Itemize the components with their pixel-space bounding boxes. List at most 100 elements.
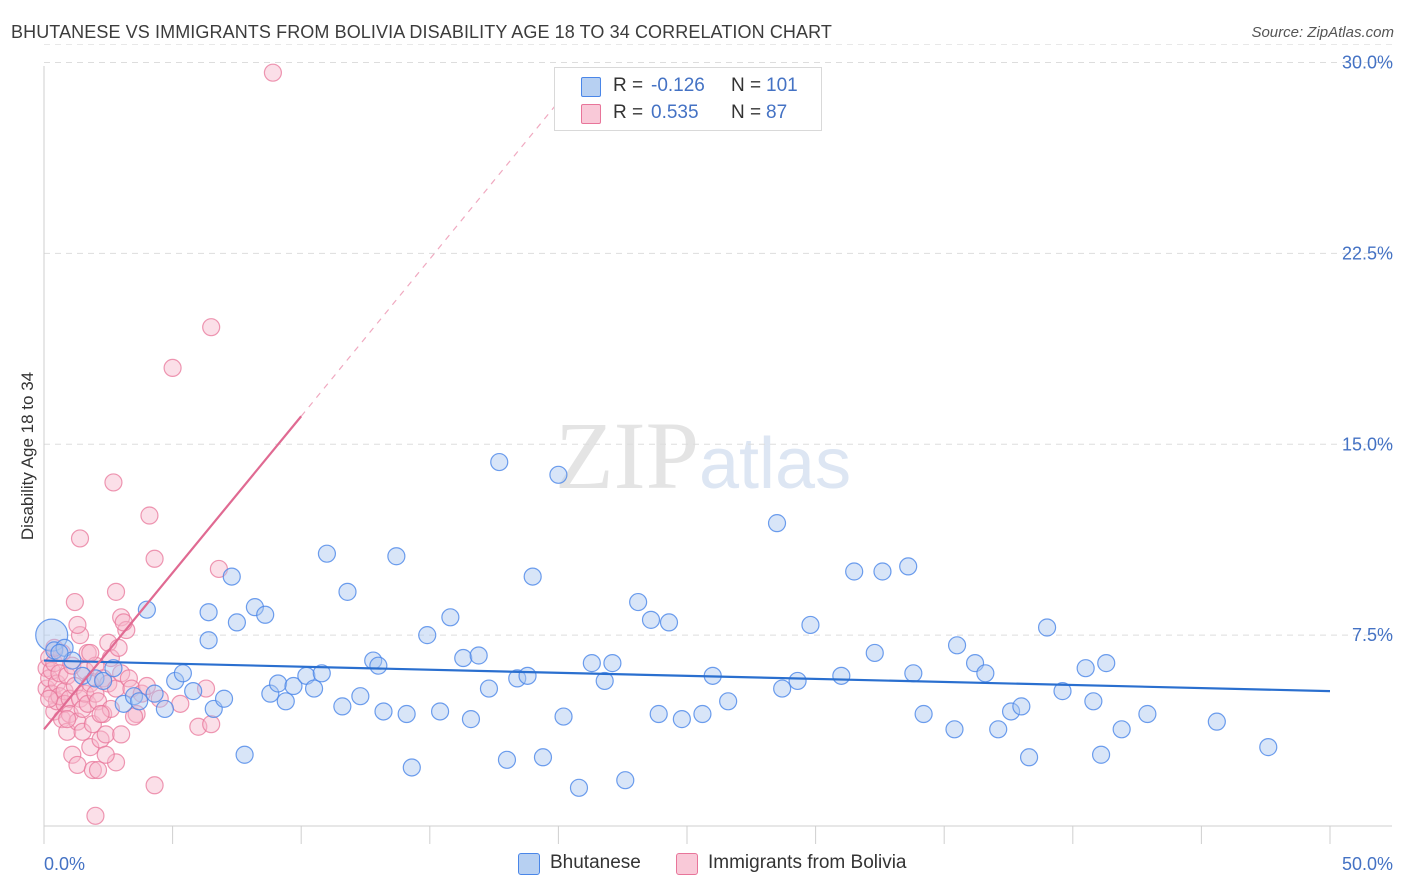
bhutanese-point (94, 671, 113, 691)
axes (43, 66, 1392, 844)
bhutanese-point (549, 465, 568, 484)
bhutanese-point (1053, 682, 1072, 701)
bolivia-point (202, 318, 221, 337)
axis-labels: 7.5% 15.0% 22.5% 30.0% 0.0% 50.0% Disability A… (18, 53, 1393, 875)
bhutanese-point (845, 562, 864, 581)
bolivia-point (145, 549, 164, 568)
bhutanese-point (801, 615, 820, 635)
bhutanese-point (130, 692, 149, 711)
bhutanese-point (947, 636, 967, 655)
stats-legend: R = -0.126 N = 101 R = 0.535 N = 87 (554, 67, 822, 131)
bhutanese-point (1037, 618, 1057, 637)
watermark-atlas: atlas (699, 424, 852, 504)
bolivia-point (81, 643, 100, 663)
legend-r-label: R = (613, 75, 644, 96)
bhutanese-point (369, 656, 388, 675)
trend-lines (43, 95, 1331, 730)
bhutanese-point (523, 567, 542, 586)
bhutanese-point (351, 687, 370, 706)
bhutanese-point (284, 676, 303, 696)
bolivia-point (145, 776, 164, 795)
bhutanese-point (104, 659, 123, 678)
bhutanese-point (317, 544, 337, 563)
bhutanese-point (976, 664, 995, 683)
legend-r-label: R = (613, 102, 644, 123)
bolivia-point (81, 738, 100, 757)
bolivia-point (106, 753, 126, 772)
bolivia-point (150, 689, 169, 708)
bhutanese-point (268, 674, 288, 693)
bolivia-point (263, 63, 283, 82)
legend-swatch-pink (581, 104, 601, 124)
bhutanese-point (124, 687, 144, 706)
bolivia-point (171, 694, 190, 713)
bhutanese-point (914, 704, 933, 724)
bhutanese-point (276, 692, 295, 711)
bhutanese-point (222, 567, 241, 586)
bhutanese-point (155, 699, 174, 719)
bhutanese-point (214, 689, 234, 708)
bhutanese-point (533, 748, 553, 767)
bhutanese-point (235, 745, 254, 764)
bhutanese-point (418, 626, 437, 645)
bolivia-point (96, 725, 115, 744)
y-tick-label: 7.5% (1352, 625, 1393, 645)
bhutanese-point (1259, 738, 1278, 757)
x-tick-label: 50.0% (1342, 854, 1393, 874)
bhutanese-point (767, 514, 787, 533)
bhutanese-point (312, 664, 331, 683)
bolivia-point (83, 760, 102, 780)
bhutanese-point (595, 671, 614, 691)
bhutanese-points (35, 452, 1278, 797)
bhutanese-point (173, 664, 192, 683)
bhutanese-point (1019, 748, 1039, 767)
bhutanese-point (261, 684, 280, 703)
bhutanese-point (304, 679, 324, 698)
bhutanese-point (338, 582, 357, 601)
bhutanese-point (603, 654, 622, 673)
watermark-zip: ZIP (555, 402, 699, 509)
legend-swatch-blue (581, 77, 601, 97)
bhutanese-point (788, 671, 807, 691)
bhutanese-point (497, 750, 517, 769)
bolivia-point (70, 529, 90, 548)
bhutanese-point (256, 605, 275, 624)
bhutanese-point (582, 654, 601, 673)
bolivia-point (45, 654, 64, 673)
legend-r-value: -0.126 (651, 75, 705, 96)
bolivia-point (40, 689, 59, 708)
bhutanese-point (719, 692, 738, 711)
bhutanese-point (441, 608, 460, 627)
bolivia-point (58, 710, 77, 729)
bhutanese-point (490, 452, 509, 472)
bhutanese-point (945, 720, 964, 739)
watermark: ZIPatlas (555, 400, 851, 511)
bhutanese-point (693, 704, 712, 724)
bhutanese-point (479, 679, 499, 698)
bhutanese-point (145, 684, 164, 703)
bhutanese-point (199, 631, 218, 650)
bolivia-trend-line (43, 415, 303, 730)
bolivia-point (73, 699, 92, 719)
bhutanese-point (50, 643, 69, 663)
bhutanese-point (865, 643, 884, 663)
bolivia-point (140, 506, 159, 525)
bhutanese-point (1012, 697, 1031, 716)
bolivia-point (65, 592, 84, 612)
bhutanese-point (114, 694, 133, 713)
bolivia-point (73, 722, 92, 741)
bolivia-point (163, 358, 182, 377)
bhutanese-point (832, 666, 851, 685)
bolivia-point (109, 638, 128, 657)
bhutanese-point (672, 710, 691, 729)
legend-n-value: 101 (766, 75, 798, 96)
bolivia-trend-extension (300, 95, 565, 417)
bolivia-point (68, 615, 87, 635)
bhutanese-point (454, 648, 473, 668)
legend-n-label: N = (731, 102, 762, 123)
bolivia-point (106, 582, 126, 601)
grid (44, 44, 1392, 636)
bottom-legend-label: Bhutanese (550, 852, 641, 873)
bhutanese-point (1076, 659, 1095, 678)
